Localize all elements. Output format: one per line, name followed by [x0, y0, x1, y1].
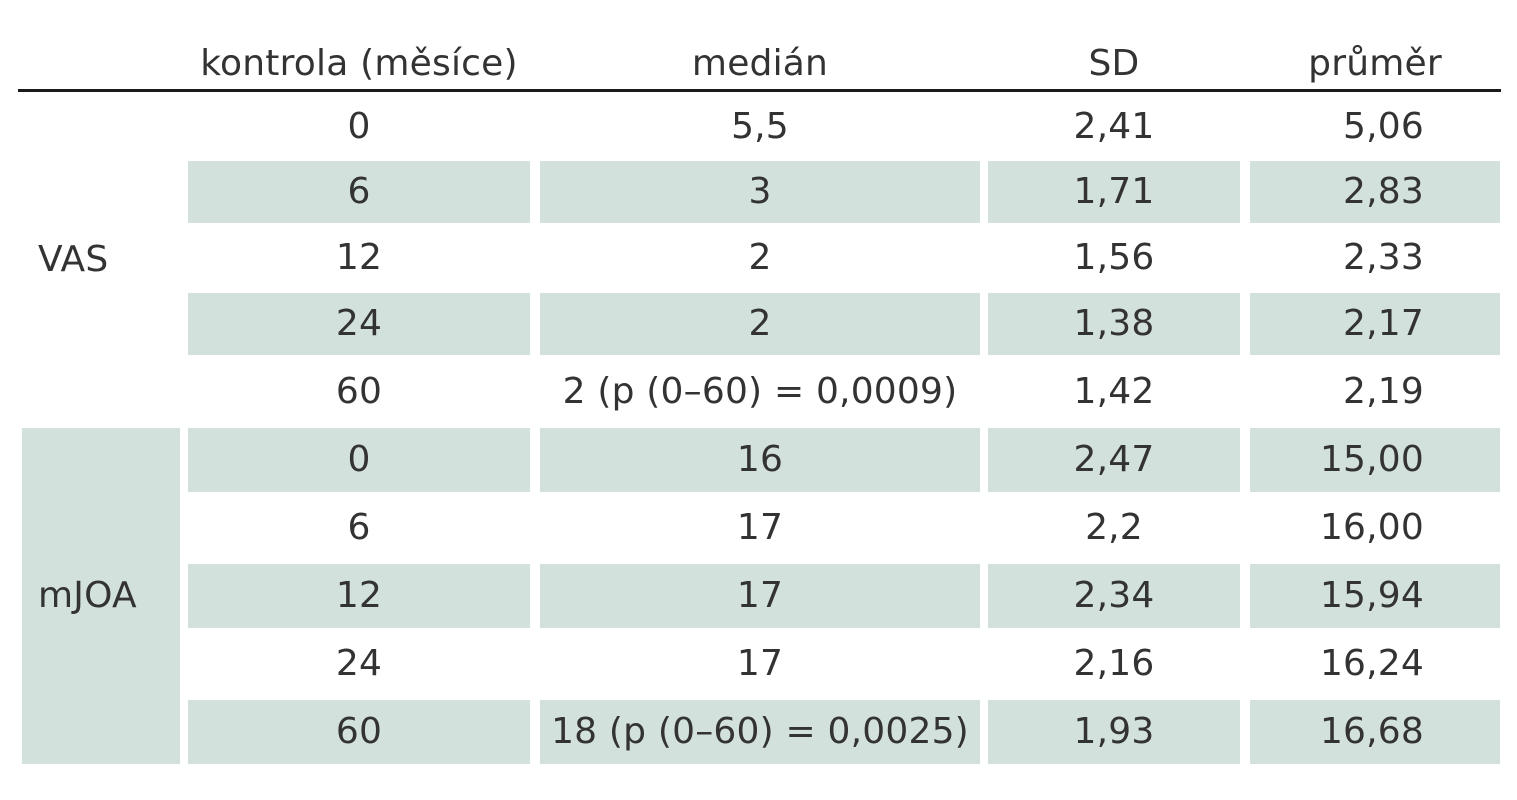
vas-row-3-median: 2 [748, 237, 772, 278]
vas-row-3-sd: 1,56 [1073, 237, 1155, 278]
mjoa-row-5-median: 18 (p (0–60) = 0,0025) [540, 700, 980, 764]
header-mean: průměr [1308, 43, 1442, 84]
mjoa-row-2-mean: 16,00 [1319, 507, 1424, 548]
vas-row-2-median: 3 [540, 161, 980, 223]
mjoa-row-3-sd: 2,34 [988, 564, 1240, 628]
vas-row-3-control: 12 [335, 237, 383, 278]
header-control: kontrola (měsíce) [200, 43, 518, 84]
vas-row-4-sd: 1,38 [988, 293, 1240, 355]
mjoa-row-3-median: 17 [540, 564, 980, 628]
mjoa-row-5-sd: 1,93 [988, 700, 1240, 764]
header-median: medián [691, 43, 829, 84]
mjoa-row-1-median: 16 [540, 428, 980, 492]
mjoa-row-5-mean: 16,68 [1250, 700, 1500, 764]
vas-row-3-mean: 2,33 [1343, 237, 1424, 278]
mjoa-row-2-control: 6 [347, 507, 371, 548]
mjoa-row-4-control: 24 [335, 643, 383, 684]
vas-row-2-sd: 1,71 [988, 161, 1240, 223]
mjoa-row-2-median: 17 [736, 507, 784, 548]
mjoa-row-1-control: 0 [188, 428, 530, 492]
vas-row-2-mean: 2,83 [1250, 161, 1500, 223]
vas-row-1-mean: 5,06 [1343, 106, 1424, 147]
mjoa-row-4-sd: 2,16 [1073, 643, 1155, 684]
vas-row-4-mean: 2,17 [1250, 293, 1500, 355]
mjoa-row-4-median: 17 [736, 643, 784, 684]
mjoa-row-3-control: 12 [188, 564, 530, 628]
header-sd: SD [1088, 43, 1140, 84]
vas-row-5-sd: 1,42 [1073, 371, 1155, 412]
mjoa-row-3-mean: 15,94 [1250, 564, 1500, 628]
header-rule [18, 89, 1501, 92]
mjoa-row-5-control: 60 [188, 700, 530, 764]
vas-row-5-mean: 2,19 [1343, 371, 1424, 412]
vas-row-5-median: 2 (p (0–60) = 0,0009) [562, 371, 958, 412]
mjoa-row-1-mean: 15,00 [1250, 428, 1500, 492]
mjoa-row-1-sd: 2,47 [988, 428, 1240, 492]
mjoa-row-2-sd: 2,2 [1085, 507, 1143, 548]
vas-row-4-control: 24 [188, 293, 530, 355]
group-label-vas: VAS [38, 238, 109, 280]
vas-row-4-median: 2 [540, 293, 980, 355]
group-label-mjoa: mJOA [22, 428, 180, 764]
vas-row-5-control: 60 [335, 371, 383, 412]
vas-row-1-median: 5,5 [731, 106, 789, 147]
vas-row-1-control: 0 [347, 106, 371, 147]
vas-row-2-control: 6 [188, 161, 530, 223]
vas-row-1-sd: 2,41 [1073, 106, 1155, 147]
mjoa-row-4-mean: 16,24 [1319, 643, 1424, 684]
